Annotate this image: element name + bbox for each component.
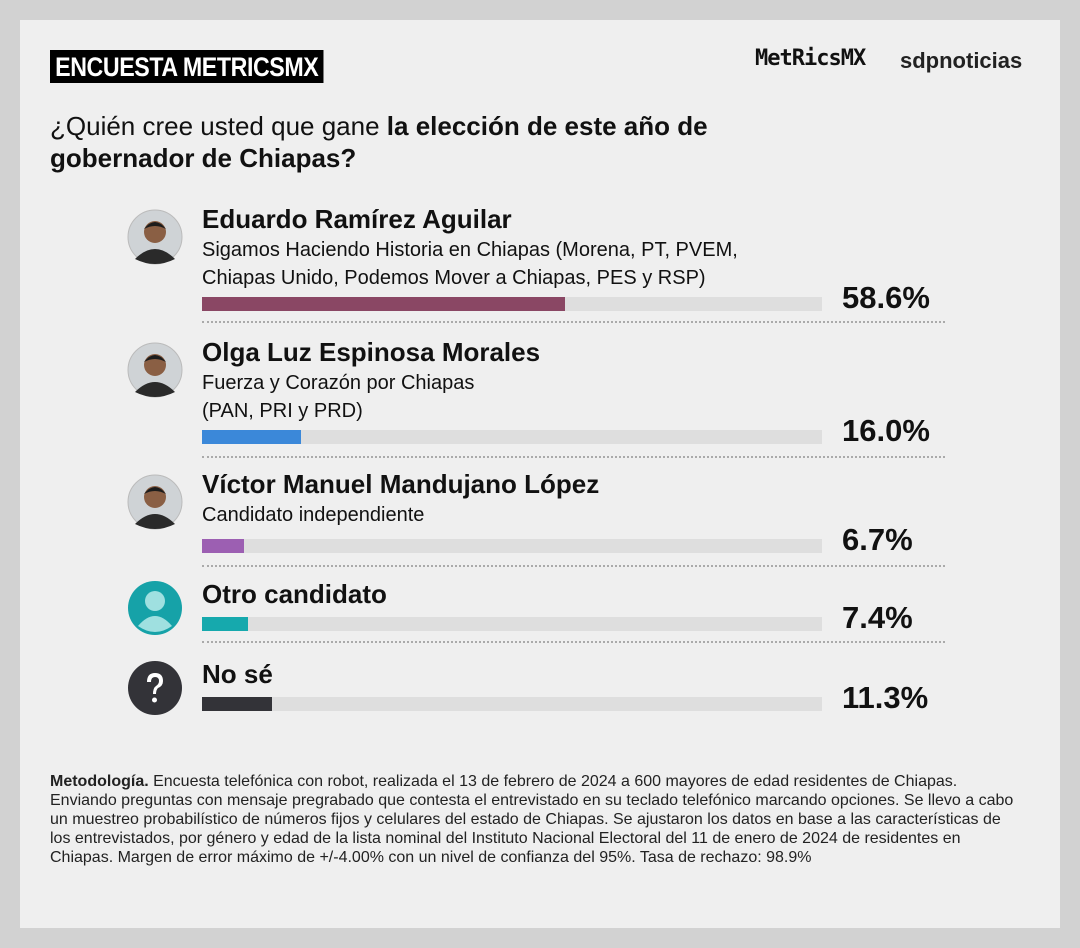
bar	[202, 617, 248, 631]
methodology-label: Metodología.	[50, 773, 149, 790]
bar	[202, 539, 244, 553]
separator	[202, 321, 945, 323]
bar	[202, 697, 273, 711]
avatar	[128, 581, 182, 635]
bar	[202, 430, 302, 444]
value-label: 58.6%	[842, 280, 930, 315]
methodology-text: Encuesta telefónica con robot, realizada…	[50, 773, 1014, 866]
question-prefix: ¿Quién cree usted que gane	[50, 111, 380, 141]
avatar	[127, 474, 183, 530]
bar-track	[202, 617, 822, 631]
logo: MetRicsMX	[755, 46, 866, 71]
methodology: Metodología. Encuesta telefónica con rob…	[50, 772, 1025, 867]
bar-track	[202, 539, 822, 553]
value-label: 16.0%	[842, 413, 930, 448]
bar	[202, 297, 566, 311]
title: ENCUESTA METRICSMX	[50, 50, 324, 83]
candidate-name: Víctor Manuel Mandujano López	[202, 469, 600, 499]
bar-track	[202, 430, 822, 444]
card	[20, 20, 1060, 928]
value-label: 6.7%	[842, 522, 913, 557]
separator	[202, 641, 945, 643]
question-bold: la elección de este año de gobernador de…	[50, 111, 708, 173]
candidate-name: Otro candidato	[202, 579, 387, 609]
value-label: 11.3%	[842, 680, 929, 715]
candidate-description: Fuerza y Corazón por Chiapas	[202, 372, 475, 394]
candidate-description: Candidato independiente	[202, 504, 425, 526]
candidate-name: No sé	[202, 659, 273, 689]
avatar	[127, 342, 183, 398]
value-label: 7.4%	[842, 600, 913, 635]
avatar	[127, 209, 183, 265]
candidate-name: Eduardo Ramírez Aguilar	[202, 204, 512, 234]
partner-logo: sdpnoticias	[900, 48, 1023, 73]
candidate-description: Sigamos Haciendo Historia en Chiapas (Mo…	[202, 239, 738, 261]
candidate-name: Olga Luz Espinosa Morales	[202, 337, 541, 367]
bar-track	[202, 697, 822, 711]
avatar	[128, 661, 182, 715]
candidate-description: (PAN, PRI y PRD)	[202, 400, 363, 422]
candidate-description: Chiapas Unido, Podemos Mover a Chiapas, …	[202, 267, 706, 289]
separator	[202, 456, 945, 458]
separator	[202, 565, 945, 567]
bar-track	[202, 297, 822, 311]
question: ¿Quién cree usted que gane la elección d…	[50, 110, 750, 174]
